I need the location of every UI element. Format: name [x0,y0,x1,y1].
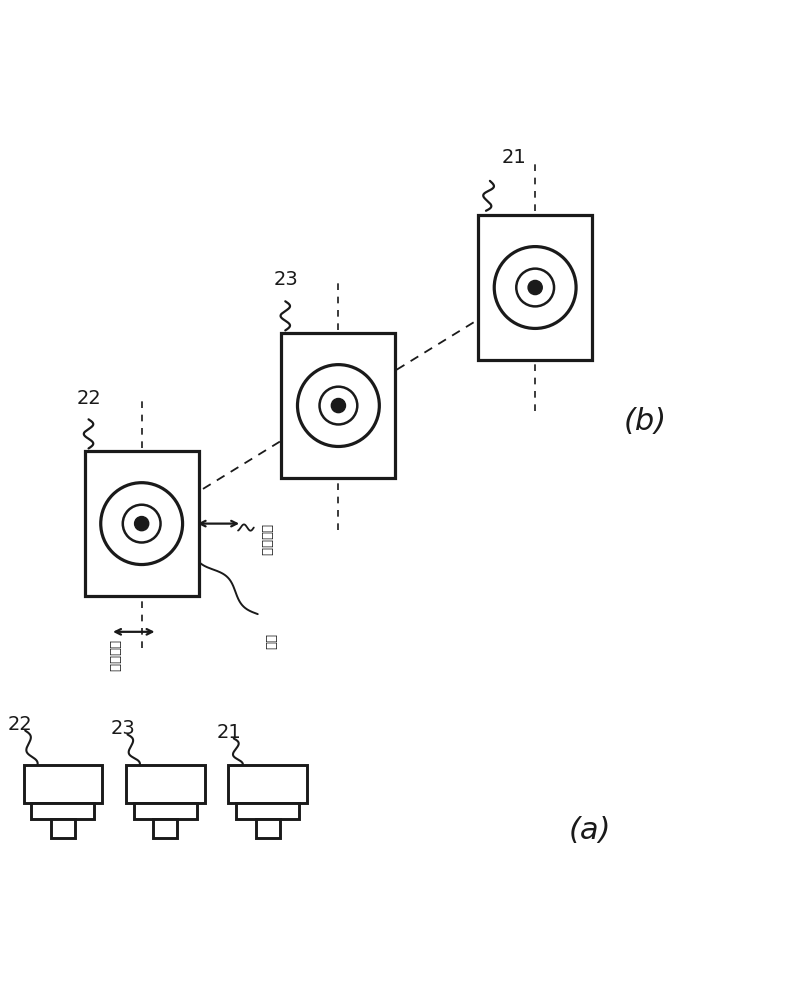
Bar [51,819,75,838]
Bar [256,819,279,838]
Circle shape [297,365,379,446]
Text: 23: 23 [110,719,135,738]
Bar [228,765,307,803]
Circle shape [331,398,345,413]
Bar [236,803,299,819]
Circle shape [494,247,576,328]
Text: 21: 21 [216,723,241,742]
Bar [153,819,177,838]
Text: 23: 23 [274,270,298,289]
Bar [24,765,102,803]
Bar [85,451,198,596]
Bar [31,803,94,819]
Bar [282,333,395,478]
Circle shape [101,483,183,565]
Circle shape [320,387,357,424]
Circle shape [516,269,554,306]
Circle shape [123,505,161,542]
Text: 21: 21 [502,148,527,167]
Circle shape [135,517,149,531]
Text: (b): (b) [624,407,667,436]
Bar [134,803,197,819]
Text: 水平方向: 水平方向 [259,524,272,556]
Bar [478,215,592,360]
Circle shape [528,280,542,295]
Text: 22: 22 [8,715,32,734]
Text: 竖直方向: 竖直方向 [108,640,120,672]
Text: (a): (a) [569,816,611,845]
Text: 22: 22 [77,389,102,408]
Bar [126,765,205,803]
Text: 光轴: 光轴 [263,634,276,650]
